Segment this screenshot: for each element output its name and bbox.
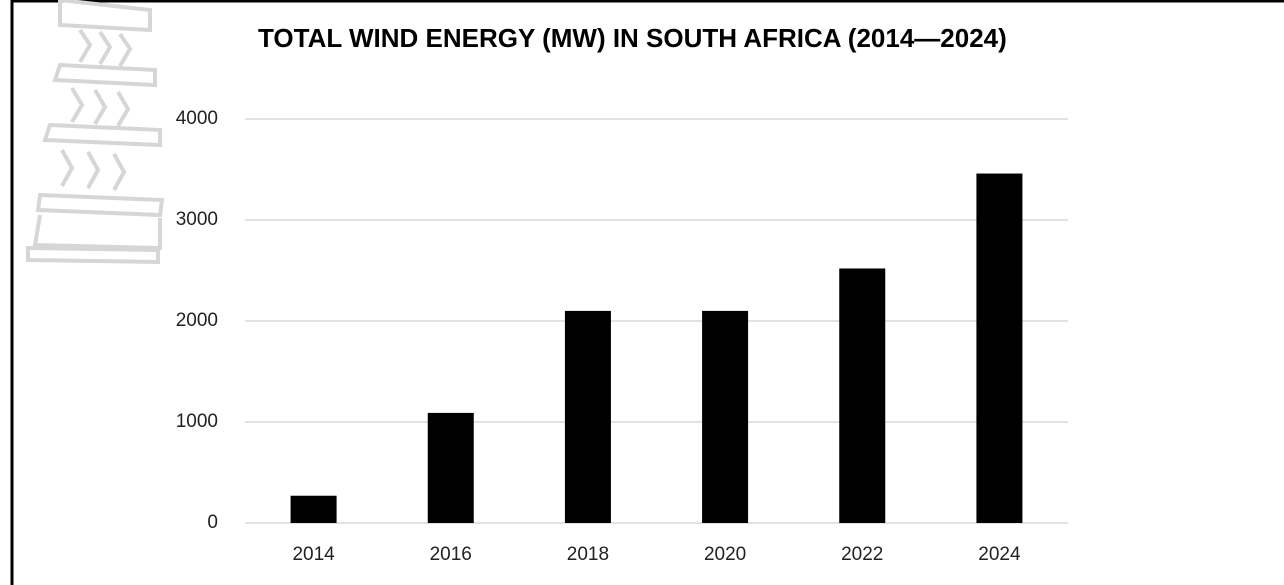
x-tick-label: 2016: [430, 544, 472, 565]
x-tick-label: 2018: [567, 544, 609, 565]
x-tick-label: 2024: [978, 544, 1021, 565]
bar: [976, 173, 1023, 524]
y-tick-label: 1000: [176, 411, 218, 432]
bar: [564, 310, 611, 523]
tower-icon: [26, 0, 165, 265]
y-tick-label: 4000: [176, 108, 218, 129]
bar: [839, 268, 886, 523]
frame: [10, 0, 1284, 585]
y-tick-label: 2000: [176, 310, 218, 331]
chart-title: TOTAL WIND ENERGY (MW) IN SOUTH AFRICA (…: [258, 23, 1007, 53]
y-tick-label: 0: [207, 512, 218, 533]
y-tick-label: 3000: [176, 209, 218, 230]
bar: [290, 495, 337, 523]
x-tick-label: 2020: [704, 544, 746, 565]
x-tick-label: 2014: [292, 544, 335, 565]
bar: [427, 412, 474, 523]
x-tick-label: 2022: [841, 544, 883, 565]
bar: [702, 310, 749, 523]
